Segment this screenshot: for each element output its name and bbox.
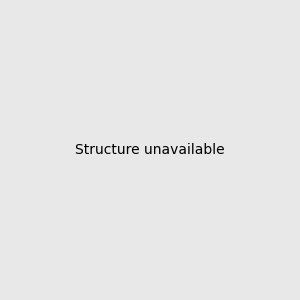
- Text: Structure unavailable: Structure unavailable: [75, 143, 225, 157]
